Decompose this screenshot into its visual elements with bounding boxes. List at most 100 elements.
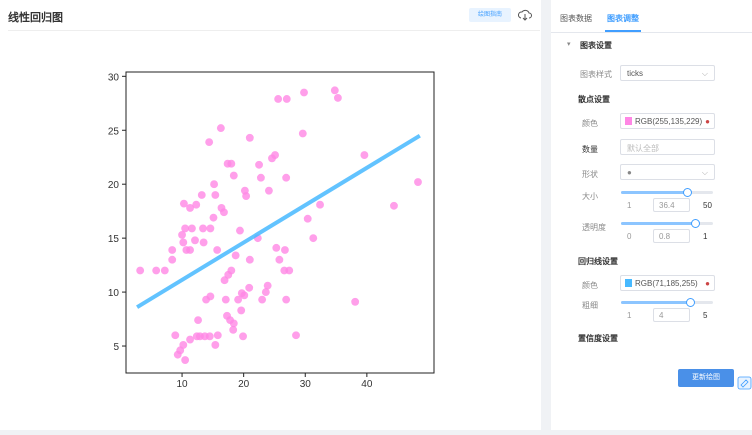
slider-max: 5 — [703, 311, 708, 320]
point — [236, 226, 244, 235]
point — [179, 341, 188, 349]
slider-fill — [621, 191, 688, 194]
tab-indicator — [605, 30, 641, 32]
slider-input[interactable]: 4 — [653, 308, 690, 322]
point — [264, 186, 273, 195]
count-input[interactable]: 默认全部 — [620, 139, 715, 155]
point — [171, 331, 180, 340]
point — [211, 341, 220, 349]
slider-fill — [621, 301, 690, 304]
point — [256, 173, 265, 182]
point — [282, 295, 291, 304]
download-icon[interactable] — [518, 8, 532, 22]
point — [191, 236, 199, 245]
point — [272, 243, 281, 252]
point — [178, 230, 186, 239]
point — [271, 151, 279, 159]
regression-line — [136, 133, 421, 309]
point — [179, 238, 188, 247]
label: 大小 — [582, 192, 598, 201]
point — [231, 251, 240, 260]
point — [234, 295, 243, 304]
shape-select[interactable]: ● ⌵ — [620, 164, 715, 180]
point — [285, 266, 294, 275]
label: 透明度 — [582, 223, 606, 232]
slider-input[interactable]: 36.4 — [653, 198, 690, 212]
tab[interactable]: 图表数据 — [560, 14, 592, 23]
y-tick-label: 5 — [113, 342, 119, 353]
label: 粗细 — [582, 301, 598, 310]
y-tick-label: 15 — [108, 234, 120, 245]
color-value: RGB(71,185,255) — [635, 279, 698, 288]
gutter — [541, 0, 551, 435]
update-button[interactable]: 更新绘图 — [678, 369, 734, 387]
slider-min: 0 — [627, 232, 632, 241]
point — [300, 88, 308, 97]
section-title: 图表设置 — [580, 41, 612, 50]
point — [242, 192, 251, 200]
point — [274, 95, 283, 103]
point — [209, 213, 218, 222]
point — [186, 204, 194, 212]
slider[interactable] — [621, 219, 713, 228]
slider-input[interactable]: 0.8 — [653, 229, 690, 243]
collapse-arrow[interactable]: ▾ — [567, 41, 571, 48]
point — [179, 199, 188, 208]
point — [281, 246, 289, 254]
point — [206, 292, 215, 301]
y-tick-label: 20 — [108, 180, 120, 191]
divider — [8, 30, 540, 31]
style-select[interactable]: ticks ⌵ — [620, 65, 715, 81]
slider-thumb[interactable] — [683, 188, 693, 197]
select-value: ticks — [627, 69, 643, 78]
label: 图表样式 — [580, 70, 612, 79]
slider-min: 1 — [627, 311, 632, 320]
point — [216, 124, 225, 133]
slider[interactable] — [621, 188, 713, 197]
point — [136, 266, 145, 275]
picker-icon[interactable]: ● — [705, 117, 710, 126]
slider-thumb[interactable] — [690, 219, 700, 228]
edit-icon[interactable] — [737, 376, 752, 390]
point — [309, 234, 318, 243]
point — [227, 266, 236, 275]
group-title: 置信度设置 — [578, 334, 618, 343]
point — [237, 306, 246, 315]
color-input[interactable]: RGB(255,135,229) ● — [620, 113, 715, 129]
slider-thumb[interactable] — [686, 298, 695, 307]
point — [181, 356, 190, 364]
picker-icon[interactable]: ● — [705, 279, 710, 288]
point — [414, 178, 422, 186]
point — [303, 214, 312, 223]
tab-active[interactable]: 图表调整 — [607, 14, 639, 23]
color-input[interactable]: RGB(71,185,255) ● — [620, 275, 715, 291]
point — [199, 238, 208, 247]
point — [390, 201, 398, 210]
x-tick-label: 40 — [361, 379, 373, 390]
point — [194, 316, 202, 325]
point — [282, 173, 291, 182]
point — [220, 208, 228, 217]
point — [213, 331, 222, 340]
guide-button[interactable]: 绘图指南 — [469, 8, 511, 22]
point — [261, 288, 270, 297]
point — [160, 266, 169, 275]
settings-panel: 图表数据 图表调整 ▾ 图表设置 图表样式 ticks ⌵ 散点设置 颜色 RGB… — [551, 0, 752, 430]
point — [282, 95, 291, 103]
title: 线性回归图 — [8, 12, 63, 24]
divider — [551, 32, 752, 33]
y-tick-label: 10 — [108, 288, 120, 299]
slider-max: 50 — [703, 201, 712, 210]
point — [227, 159, 236, 168]
point — [210, 180, 219, 189]
slider-fill — [621, 222, 695, 225]
point — [245, 255, 254, 264]
plot-frame — [125, 71, 435, 374]
point — [229, 319, 238, 328]
x-tick-label: 20 — [238, 379, 250, 390]
point — [199, 224, 207, 233]
point — [316, 200, 324, 209]
slider[interactable] — [621, 298, 713, 307]
point — [192, 200, 201, 209]
